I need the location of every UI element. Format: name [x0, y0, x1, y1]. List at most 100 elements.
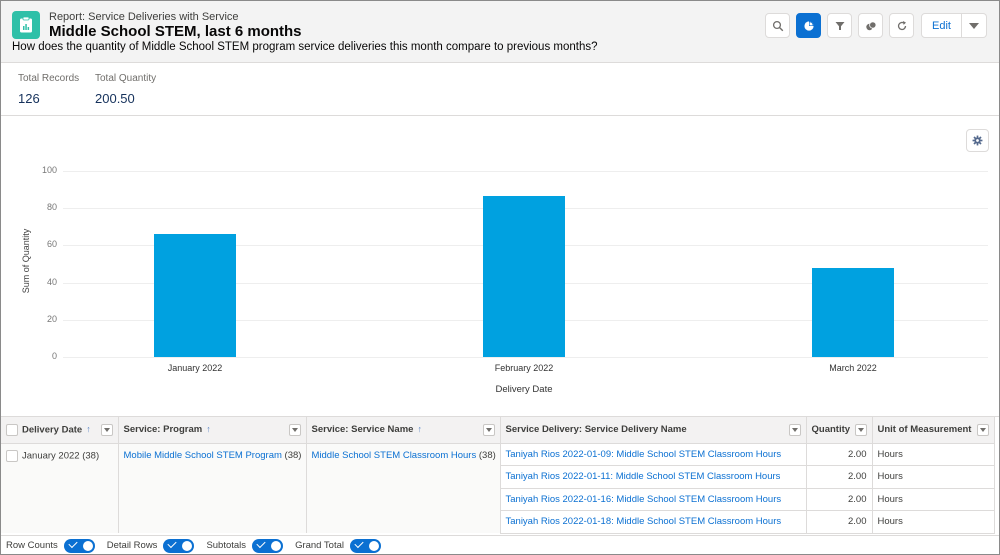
- chart-bar[interactable]: [483, 196, 565, 357]
- gridline: [63, 171, 988, 172]
- total-quantity-value: 200.50: [95, 91, 135, 106]
- column-menu-button[interactable]: [100, 424, 113, 436]
- report-footer: Row Counts Detail Rows Subtotals Grand T…: [1, 535, 999, 554]
- sort-ascending-icon[interactable]: ↑: [86, 424, 91, 435]
- check-icon: [354, 538, 364, 548]
- group-program: Mobile Middle School STEM Program (38): [118, 443, 307, 533]
- grand-total-toggle[interactable]: [350, 538, 382, 553]
- group-delivery-date: January 2022 (38): [1, 443, 119, 533]
- y-tick-label: 0: [51, 351, 57, 361]
- delivery-name-link[interactable]: Taniyah Rios 2022-01-11: Middle School S…: [505, 471, 781, 483]
- toggle-label: Grand Total: [295, 540, 345, 551]
- refresh-button[interactable]: [889, 13, 914, 38]
- column-header-delivery-name[interactable]: Service Delivery: Service Delivery Name: [500, 417, 807, 444]
- total-quantity-label: Total Quantity: [95, 73, 157, 84]
- gear-icon: [972, 135, 983, 146]
- detail-rows-toggle-group: Detail Rows: [107, 538, 195, 553]
- table-row: Taniyah Rios 2022-01-11: Middle School S…: [1, 465, 995, 489]
- grand-total-toggle-group: Grand Total: [295, 538, 382, 553]
- delivery-name-cell: Taniyah Rios 2022-01-16: Middle School S…: [500, 488, 807, 511]
- column-menu-button[interactable]: [788, 424, 801, 436]
- edit-button[interactable]: Edit: [921, 13, 962, 38]
- refresh-icon: [897, 20, 906, 30]
- chart-toggle-button[interactable]: [796, 13, 821, 38]
- unit-cell: Hours: [872, 488, 995, 511]
- table-row: Taniyah Rios 2022-01-16: Middle School S…: [1, 488, 995, 511]
- quantity-cell: 2.00: [806, 443, 873, 466]
- search-icon: [772, 20, 783, 31]
- column-menu-button[interactable]: [976, 424, 989, 436]
- unit-cell: Hours: [872, 465, 995, 489]
- column-menu-button[interactable]: [482, 424, 495, 436]
- group-service-name: Middle School STEM Classroom Hours (38): [306, 443, 501, 533]
- pie-chart-icon: [803, 20, 814, 31]
- column-header-delivery-date[interactable]: Delivery Date ↑: [1, 417, 119, 444]
- total-records-value: 126: [18, 91, 40, 106]
- y-axis-label: Sum of Quantity: [21, 228, 31, 294]
- y-tick-label: 20: [46, 313, 57, 324]
- row-counts-toggle[interactable]: [63, 538, 95, 553]
- table-row: Taniyah Rios 2022-01-18: Middle School S…: [1, 510, 995, 534]
- toggle-label: Subtotals: [206, 540, 247, 551]
- table-header-row: Delivery Date ↑ Service: Program ↑ Service…: [1, 417, 995, 444]
- report-type: Report: Service Deliveries with Service: [49, 11, 239, 23]
- unit-cell: Hours: [872, 443, 995, 466]
- x-tick-label: February 2022: [494, 363, 554, 373]
- sort-ascending-icon[interactable]: ↑: [417, 424, 422, 435]
- sort-ascending-icon[interactable]: ↑: [206, 424, 211, 435]
- chart-bar[interactable]: [812, 267, 894, 357]
- y-tick-label: 60: [46, 239, 57, 250]
- edit-button-group: Edit: [921, 13, 987, 38]
- total-records-label: Total Records: [18, 73, 80, 84]
- column-header-service-name[interactable]: Service: Service Name ↑: [306, 417, 501, 444]
- delivery-name-link[interactable]: Taniyah Rios 2022-01-09: Middle School S…: [505, 448, 782, 460]
- subtotals-toggle-group: Subtotals: [206, 538, 284, 553]
- delivery-name-link[interactable]: Taniyah Rios 2022-01-18: Middle School S…: [505, 516, 782, 528]
- quantity-cell: 2.00: [806, 465, 873, 489]
- program-link[interactable]: Mobile Middle School STEM Program: [123, 449, 282, 461]
- y-tick-label: 40: [46, 276, 57, 287]
- report-summary: Total Records 126 Total Quantity 200.50: [1, 63, 999, 116]
- edit-menu-button[interactable]: [962, 13, 987, 38]
- check-icon: [167, 538, 178, 548]
- column-header-unit[interactable]: Unit of Measurement: [872, 417, 995, 444]
- select-all-checkbox[interactable]: [6, 423, 18, 436]
- check-icon: [68, 538, 78, 548]
- chevron-down-icon: [969, 22, 979, 29]
- detail-rows-toggle[interactable]: [163, 538, 195, 553]
- search-button[interactable]: [765, 13, 790, 38]
- page-title: Middle School STEM, last 6 months: [49, 23, 302, 40]
- filter-icon: [835, 21, 844, 30]
- delivery-name-cell: Taniyah Rios 2022-01-11: Middle School S…: [500, 465, 807, 489]
- delivery-name-cell: Taniyah Rios 2022-01-18: Middle School S…: [500, 510, 807, 534]
- toggle-label: Row Counts: [6, 540, 58, 551]
- y-tick-label: 80: [46, 202, 57, 213]
- y-tick-label: 100: [41, 165, 57, 175]
- delivery-name-link[interactable]: Taniyah Rios 2022-01-16: Middle School S…: [505, 493, 782, 505]
- unit-cell: Hours: [872, 510, 995, 534]
- column-header-program[interactable]: Service: Program ↑: [118, 417, 307, 444]
- chart-bar[interactable]: [154, 234, 236, 357]
- total-records: Total Records 126: [18, 73, 79, 106]
- toggle-icon: [865, 20, 876, 30]
- report-toolbar: Edit: [765, 13, 987, 38]
- check-icon: [256, 538, 266, 548]
- table-row: January 2022 (38) Mobile Middle School S…: [1, 443, 995, 533]
- report-description: How does the quantity of Middle School S…: [12, 41, 598, 53]
- report-table: Delivery Date ↑ Service: Program ↑ Service…: [1, 416, 999, 535]
- gridline: [63, 357, 988, 358]
- x-tick-label: January 2022: [167, 363, 223, 373]
- column-menu-button[interactable]: [288, 424, 301, 436]
- bar-chart: Sum of Quantity 0 20 40 60 80 100 January 2022…: [1, 116, 999, 416]
- filter-button[interactable]: [827, 13, 852, 38]
- row-counts-toggle-group: Row Counts: [6, 538, 95, 553]
- column-menu-button[interactable]: [854, 424, 867, 436]
- subtotals-toggle[interactable]: [252, 538, 284, 553]
- total-quantity: Total Quantity 200.50: [95, 73, 156, 106]
- toggle-view-button[interactable]: [858, 13, 883, 38]
- service-name-link[interactable]: Middle School STEM Classroom Hours: [311, 449, 477, 461]
- quantity-cell: 2.00: [806, 488, 873, 511]
- column-header-quantity[interactable]: Quantity: [806, 417, 873, 444]
- chart-settings-button[interactable]: [966, 129, 989, 152]
- row-checkbox[interactable]: [6, 449, 18, 462]
